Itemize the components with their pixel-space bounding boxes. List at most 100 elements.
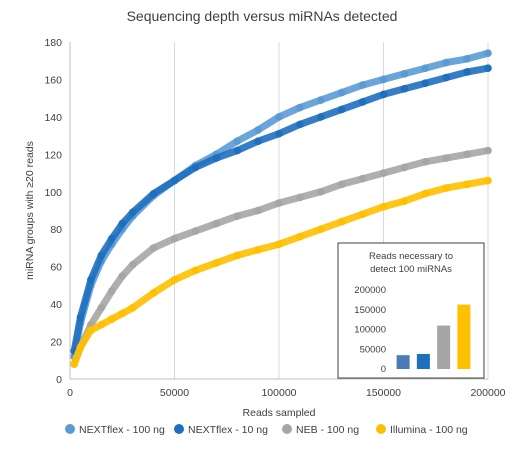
data-point [191,163,200,172]
data-point [76,343,85,351]
data-point [484,64,492,73]
y-tick-label: 40 [50,299,62,311]
data-point [170,234,179,243]
data-point [108,234,116,243]
data-point [108,287,116,295]
data-point [421,79,430,87]
legend-label: Illumina - 100 ng [390,424,468,436]
data-point [337,88,346,97]
data-point [233,251,241,260]
data-point [87,326,95,335]
data-point [275,240,283,248]
data-point [379,202,388,211]
data-point [212,259,221,267]
data-point [463,180,471,189]
data-point [358,210,367,219]
data-point [296,232,304,241]
data-point [421,64,430,73]
inset-y-tick-label: 50000 [360,344,386,355]
data-point [254,206,262,215]
data-point [442,58,451,67]
inset-title: detect 100 miRNAs [370,264,452,275]
data-point [442,154,451,162]
data-point [317,225,325,234]
data-point [379,169,388,177]
data-point [296,193,304,202]
data-point [358,174,367,183]
inset-bar [457,304,471,369]
data-point [337,217,346,226]
x-axis-label: Reads sampled [243,407,316,419]
data-point [149,189,158,198]
data-point [233,212,241,220]
data-point [170,176,179,185]
data-point [400,85,409,93]
data-point [442,73,451,82]
data-point [317,96,325,104]
data-point [463,150,471,159]
data-point [296,103,304,112]
y-tick-label: 20 [50,337,62,349]
data-point [254,126,262,134]
x-tick-label: 100000 [261,387,296,399]
data-point [421,158,430,166]
legend-label: NEXTflex - 100 ng [79,424,165,436]
data-point [97,320,106,329]
legend-marker [376,424,386,434]
data-point [170,275,179,284]
legend-marker [174,424,184,434]
data-point [149,289,158,297]
y-tick-label: 0 [56,374,62,386]
inset-bar [437,325,451,369]
y-axis-label: miRNA groups with ≥20 reads [24,141,36,280]
data-point [118,272,127,280]
data-point [337,105,346,114]
data-point [118,309,127,318]
data-point [191,227,200,235]
data-point [463,55,471,63]
data-point [400,70,409,78]
chart-title: Sequencing depth versus miRNAs detected [127,8,398,24]
data-point [275,199,283,207]
data-point [484,146,492,155]
data-point [87,275,95,284]
inset-bar [416,353,430,369]
y-tick-label: 160 [44,74,62,86]
inset-y-tick-label: 0 [381,364,386,375]
inset-bar [396,355,410,369]
data-point [400,197,409,205]
data-point [358,98,367,106]
data-point [108,315,116,323]
x-tick-label: 50000 [160,387,189,399]
legend-label: NEXTflex - 10 ng [188,424,268,436]
data-point [484,176,492,185]
data-point [128,260,137,269]
data-point [76,313,85,322]
data-point [442,184,451,192]
data-point [254,246,262,254]
data-point [400,163,409,172]
data-point [421,189,430,198]
y-tick-label: 140 [44,112,62,124]
data-point [128,208,137,217]
data-point [275,129,283,138]
y-tick-label: 180 [44,37,62,49]
y-tick-label: 120 [44,149,62,161]
legend-marker [65,424,75,434]
data-point [149,244,158,252]
data-point [317,113,325,121]
data-point [463,68,471,76]
inset-y-tick-label: 150000 [354,305,386,316]
data-point [358,81,367,89]
data-point [128,304,137,312]
inset-y-tick-label: 100000 [354,325,386,336]
data-point [97,251,106,260]
data-point [212,154,221,162]
data-point [212,219,221,228]
inset-title: Reads necessary to [369,251,453,262]
inset-y-tick-label: 200000 [354,285,386,296]
x-tick-label: 150000 [366,387,401,399]
data-point [97,304,106,312]
data-point [379,75,388,84]
